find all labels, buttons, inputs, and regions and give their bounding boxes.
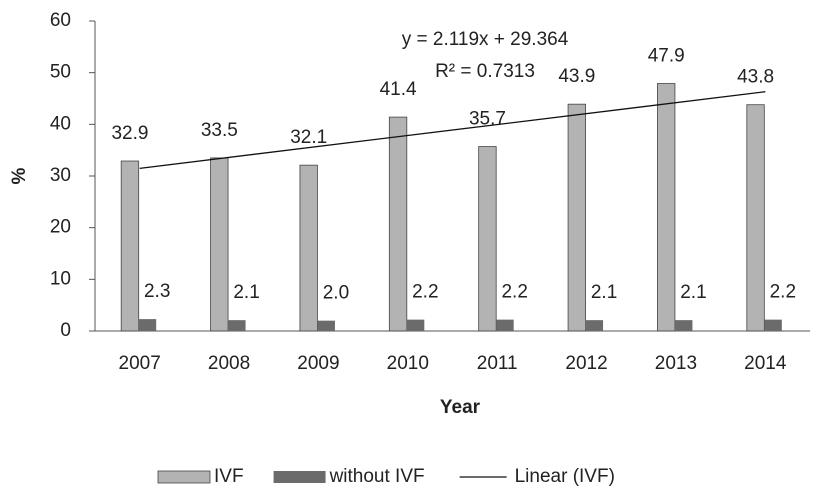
bar [120, 160, 140, 332]
y-tick-label: 30 [50, 165, 71, 186]
data-label: 2.1 [680, 282, 706, 303]
y-tick-label: 20 [50, 217, 71, 238]
x-tick-label: 2010 [387, 353, 429, 374]
trend-equation: y = 2.119x + 29.364 [402, 29, 569, 50]
bar [388, 116, 408, 332]
data-label: 2.2 [501, 282, 527, 303]
bar [496, 319, 514, 331]
x-tick-label: 2008 [208, 353, 250, 374]
data-label: 47.9 [648, 46, 685, 67]
bar [657, 83, 676, 332]
legend-label: IVF [214, 466, 244, 487]
data-label: 43.9 [558, 66, 595, 87]
legend-label: Linear (IVF) [515, 466, 615, 487]
x-tick-label: 2009 [297, 353, 339, 374]
data-label: 32.1 [290, 127, 327, 148]
y-axis-title: % [9, 167, 30, 184]
data-label: 2.1 [233, 282, 259, 303]
trend-r-squared: R² = 0.7313 [435, 61, 535, 82]
bar [228, 320, 246, 331]
x-tick-label: 2014 [744, 353, 787, 374]
bar [674, 320, 693, 331]
data-label: 41.4 [380, 79, 417, 100]
bar [567, 103, 586, 332]
data-label: 32.9 [111, 123, 148, 144]
x-tick-label: 2012 [565, 353, 607, 374]
data-label: 35.7 [469, 109, 506, 130]
bar [764, 319, 782, 331]
x-tick-label: 2007 [119, 353, 161, 374]
y-tick-label: 10 [50, 268, 71, 289]
data-label: 43.8 [737, 67, 774, 88]
trend-line [139, 91, 766, 169]
data-label: 33.5 [201, 120, 238, 141]
bar [585, 320, 604, 331]
bar [478, 146, 497, 332]
data-label: 2.0 [323, 283, 349, 304]
y-tick-label: 0 [60, 320, 71, 341]
bar [406, 319, 425, 331]
legend-swatch [157, 470, 211, 484]
x-tick-label: 2013 [655, 353, 697, 374]
x-axis-title: Year [440, 397, 481, 418]
x-tick-label: 2011 [477, 353, 518, 374]
bar [210, 157, 229, 332]
bar [746, 104, 765, 332]
bar [299, 164, 318, 332]
legend-swatch [273, 471, 326, 483]
y-tick-label: 50 [50, 62, 71, 83]
legend-label: without IVF [329, 466, 425, 487]
y-tick-label: 40 [50, 113, 71, 134]
bar [317, 320, 335, 331]
data-label: 2.2 [412, 282, 438, 303]
data-label: 2.2 [770, 282, 796, 303]
data-label: 2.3 [144, 281, 170, 302]
y-tick-label: 60 [50, 10, 71, 31]
bar [138, 319, 157, 331]
data-label: 2.1 [591, 282, 617, 303]
